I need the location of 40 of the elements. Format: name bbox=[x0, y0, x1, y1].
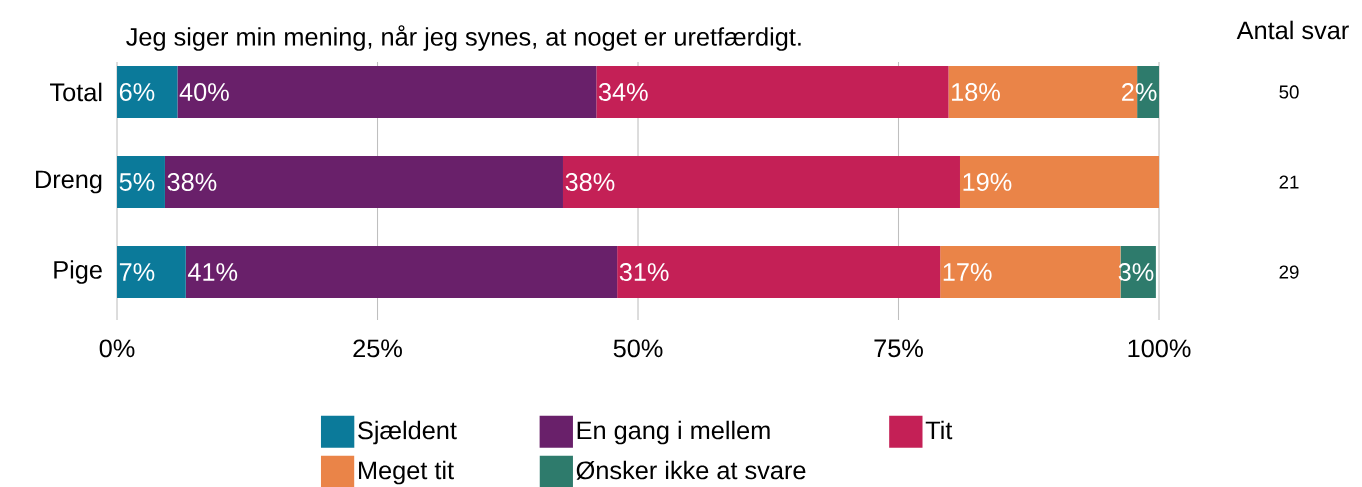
data-label: 38% bbox=[565, 173, 615, 191]
y-tick-label: Total bbox=[50, 82, 102, 102]
y-tick-label: Pige bbox=[54, 260, 102, 284]
text: 21 bbox=[1279, 175, 1299, 189]
bar bbox=[617, 246, 941, 299]
data-label: 34% bbox=[598, 83, 648, 101]
x-tick-label: 75% bbox=[874, 339, 923, 358]
text: 50 bbox=[1279, 85, 1299, 99]
bar bbox=[562, 156, 960, 208]
text: Antal svar bbox=[1236, 20, 1349, 40]
x-tick-label: 25% bbox=[353, 339, 402, 358]
data-label: 6% bbox=[119, 83, 155, 101]
data-label: 18% bbox=[952, 83, 1000, 101]
x-tick-label: 50% bbox=[613, 339, 663, 358]
data-label: 17% bbox=[943, 263, 992, 281]
x-tick-label: 100% bbox=[1128, 339, 1191, 358]
data-label: 38% bbox=[167, 173, 217, 191]
data-label: 5% bbox=[119, 173, 155, 191]
data-label: 31% bbox=[619, 263, 669, 281]
legend-label: Ønsker ikke at svare bbox=[576, 460, 806, 480]
data-label: 41% bbox=[187, 263, 238, 281]
bar bbox=[117, 65, 178, 118]
legend-label: En gang i mellem bbox=[577, 420, 770, 445]
bar bbox=[177, 65, 597, 118]
bar bbox=[959, 156, 1160, 208]
legend-label: Sjældent bbox=[358, 420, 457, 445]
y-tick-label: Dreng bbox=[36, 170, 102, 194]
legend-label: Meget tit bbox=[359, 460, 454, 485]
bar bbox=[596, 65, 949, 118]
bar bbox=[164, 156, 563, 208]
data-label: 19% bbox=[963, 173, 1012, 191]
chart-title: Jeg siger min mening, når jeg synes, at noget er uretfærdigt. bbox=[126, 25, 801, 51]
x-tick-label: 0% bbox=[99, 339, 135, 358]
bar bbox=[117, 246, 186, 299]
bar bbox=[117, 156, 165, 208]
data-label: 7% bbox=[119, 263, 155, 281]
text: 29 bbox=[1279, 265, 1299, 279]
legend-label: Tit bbox=[925, 420, 953, 440]
bar bbox=[185, 246, 618, 299]
data-label: 40% bbox=[179, 83, 229, 101]
